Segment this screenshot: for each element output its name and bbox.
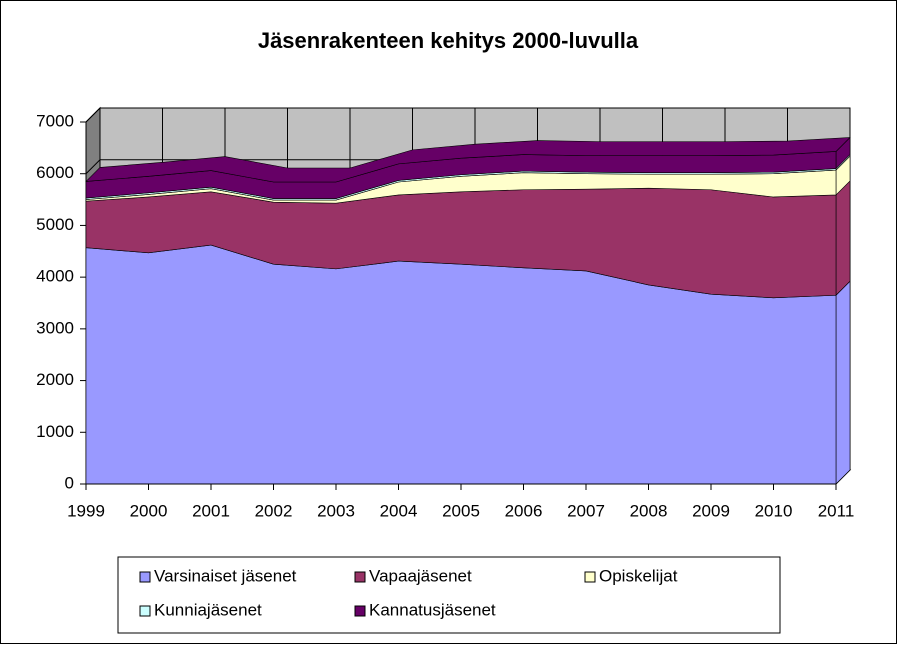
- legend-label: Varsinaiset jäsenet: [154, 566, 297, 585]
- x-tick-label: 1999: [67, 501, 105, 520]
- y-tick-label: 0: [65, 473, 74, 492]
- x-tick-label: 2006: [505, 501, 543, 520]
- legend-box: [117, 556, 781, 634]
- y-tick-label: 5000: [36, 215, 74, 234]
- y-tick-label: 1000: [36, 422, 74, 441]
- legend-swatch: [139, 571, 151, 583]
- x-tick-label: 2007: [567, 501, 605, 520]
- area-side: [835, 280, 851, 485]
- y-tick-label: 4000: [36, 267, 74, 286]
- legend-swatch: [584, 571, 596, 583]
- x-tick-label: 2003: [317, 501, 355, 520]
- area-side: [835, 180, 851, 296]
- legend-swatch: [354, 605, 366, 617]
- y-tick-label: 7000: [36, 111, 74, 130]
- legend-label: Vapaajäsenet: [369, 566, 472, 585]
- legend-label: Opiskelijat: [599, 566, 678, 585]
- x-tick-label: 2009: [692, 501, 730, 520]
- y-tick-label: 2000: [36, 370, 74, 389]
- x-tick-label: 2011: [818, 501, 855, 520]
- legend-swatch: [139, 605, 151, 617]
- x-tick-label: 2008: [630, 501, 668, 520]
- legend-swatch: [354, 571, 366, 583]
- x-tick-label: 2002: [255, 501, 293, 520]
- legend-label: Kunniajäsenet: [154, 600, 262, 619]
- y-tick-label: 3000: [36, 318, 74, 337]
- y-tick-label: 6000: [36, 163, 74, 182]
- legend-label: Kannatusjäsenet: [369, 600, 496, 619]
- area-top: [85, 137, 851, 183]
- chart-title: Jäsenrakenteen kehitys 2000-luvulla: [258, 28, 639, 53]
- x-tick-label: 2001: [192, 501, 230, 520]
- x-tick-label: 2005: [442, 501, 480, 520]
- x-tick-label: 2010: [755, 501, 793, 520]
- x-tick-label: 2000: [130, 501, 168, 520]
- x-tick-label: 2004: [380, 501, 418, 520]
